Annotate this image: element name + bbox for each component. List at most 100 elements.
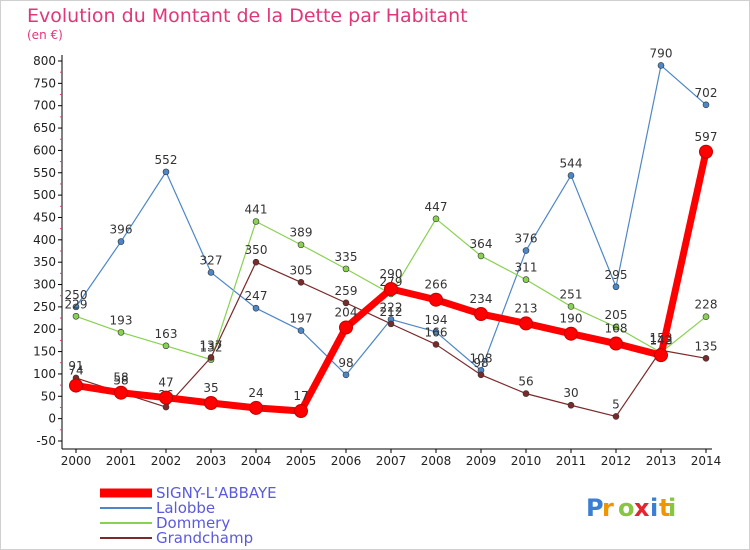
x-tick-label: 2009 [466, 454, 497, 468]
data-label-lalobbe: 247 [245, 289, 268, 303]
legend-label: SIGNY-L'ABBAYE [156, 484, 277, 502]
data-label-signy-l-abbaye: 17 [293, 389, 308, 403]
data-point-signy-l-abbaye [564, 326, 578, 341]
data-point-signy-l-abbaye [519, 316, 533, 331]
x-tick-label: 2011 [556, 454, 587, 468]
data-label-lalobbe: 702 [695, 86, 718, 100]
data-point-signy-l-abbaye [384, 282, 398, 296]
data-point-signy-l-abbaye [474, 307, 488, 322]
data-point-grandchamp [252, 258, 260, 266]
y-tick-label: 350 [33, 255, 56, 269]
x-tick-label: 2008 [421, 454, 452, 468]
data-label-lalobbe: 98 [338, 356, 353, 370]
y-tick-label: -50 [36, 434, 56, 448]
data-label-signy-l-abbaye: 290 [380, 267, 403, 281]
x-tick-label: 2004 [241, 454, 272, 468]
data-label-dommery: 251 [560, 287, 583, 301]
data-label-dommery: 389 [290, 226, 313, 240]
y-tick-label: 550 [33, 166, 56, 180]
data-point-dommery [72, 312, 80, 320]
data-label-lalobbe: 108 [470, 351, 493, 365]
data-label-lalobbe: 376 [515, 232, 538, 246]
y-tick-label: 700 [33, 99, 56, 113]
data-label-signy-l-abbaye: 190 [560, 312, 583, 326]
data-point-dommery [252, 218, 260, 225]
data-label-dommery: 447 [425, 200, 448, 214]
x-tick-label: 2002 [151, 454, 182, 468]
data-label-grandchamp: 5 [612, 397, 620, 411]
data-label-dommery: 311 [515, 261, 538, 275]
data-point-dommery [432, 215, 440, 223]
data-label-signy-l-abbaye: 142 [650, 333, 673, 347]
data-point-grandchamp [387, 320, 395, 328]
data-point-lalobbe [567, 172, 575, 179]
chart-subtitle: (en €) [27, 28, 63, 42]
y-tick-label: 250 [33, 300, 56, 314]
data-point-grandchamp [162, 403, 170, 411]
data-label-dommery: 229 [65, 297, 88, 311]
data-label-dommery: 193 [110, 313, 133, 327]
data-label-dommery: 441 [245, 202, 268, 216]
legend-label: Lalobbe [156, 499, 215, 517]
data-point-signy-l-abbaye [249, 400, 263, 415]
data-label-lalobbe: 327 [200, 253, 223, 267]
data-point-grandchamp [612, 413, 620, 420]
data-point-dommery [477, 252, 485, 260]
logo-letter: o [618, 494, 635, 522]
x-tick-label: 2001 [106, 454, 137, 468]
y-tick-label: 450 [33, 210, 56, 224]
data-point-lalobbe [657, 62, 665, 69]
y-tick-label: 0 [48, 412, 56, 426]
data-point-lalobbe [207, 269, 215, 276]
x-tick-label: 2003 [196, 454, 227, 468]
data-point-signy-l-abbaye [609, 336, 623, 351]
data-point-lalobbe [342, 371, 350, 379]
data-point-grandchamp [297, 278, 305, 286]
data-point-dommery [297, 241, 305, 249]
data-label-signy-l-abbaye: 213 [515, 301, 538, 315]
data-label-grandchamp: 305 [290, 263, 313, 277]
data-label-lalobbe: 222 [380, 300, 403, 314]
data-label-grandchamp: 259 [335, 284, 358, 298]
data-label-dommery: 205 [605, 308, 628, 322]
logo-letter: r [602, 494, 614, 522]
data-label-grandchamp: 212 [380, 305, 403, 319]
data-label-signy-l-abbaye: 24 [248, 386, 263, 400]
data-point-lalobbe [162, 168, 170, 176]
data-point-lalobbe [117, 238, 125, 245]
y-tick-label: 600 [33, 143, 56, 157]
data-point-dommery [702, 313, 710, 321]
data-label-grandchamp: 91 [68, 359, 83, 373]
data-point-dommery [522, 276, 530, 283]
legend-label: Dommery [156, 514, 230, 532]
data-point-signy-l-abbaye [294, 404, 308, 419]
y-tick-label: 200 [33, 322, 56, 336]
data-point-dommery [117, 329, 125, 336]
data-point-lalobbe [72, 303, 80, 311]
data-point-lalobbe [432, 328, 440, 336]
x-tick-label: 2000 [61, 454, 92, 468]
data-point-dommery [162, 342, 170, 350]
data-label-signy-l-abbaye: 234 [470, 292, 493, 306]
data-label-dommery: 364 [470, 237, 493, 251]
y-tick-label: 800 [33, 54, 56, 68]
data-point-signy-l-abbaye [699, 144, 713, 159]
y-tick-label: 750 [33, 76, 56, 90]
data-point-signy-l-abbaye [114, 385, 128, 400]
data-label-signy-l-abbaye: 47 [158, 376, 173, 390]
y-tick-label: 400 [33, 233, 56, 247]
proxiti-logo: Pr o x i ti [586, 494, 676, 522]
data-point-signy-l-abbaye [429, 292, 443, 307]
data-point-lalobbe [522, 247, 530, 254]
y-tick-label: 150 [33, 345, 56, 359]
logo-letter: i [668, 494, 676, 522]
plot-area: -50 0 50 100 150 200 250 300 350 400 450 500 550 600 6… [33, 46, 721, 468]
x-tick-label: 2013 [646, 454, 677, 468]
data-label-signy-l-abbaye: 597 [695, 130, 718, 144]
data-point-grandchamp [702, 354, 710, 362]
data-point-lalobbe [297, 327, 305, 334]
y-tick-label: 100 [33, 367, 56, 381]
